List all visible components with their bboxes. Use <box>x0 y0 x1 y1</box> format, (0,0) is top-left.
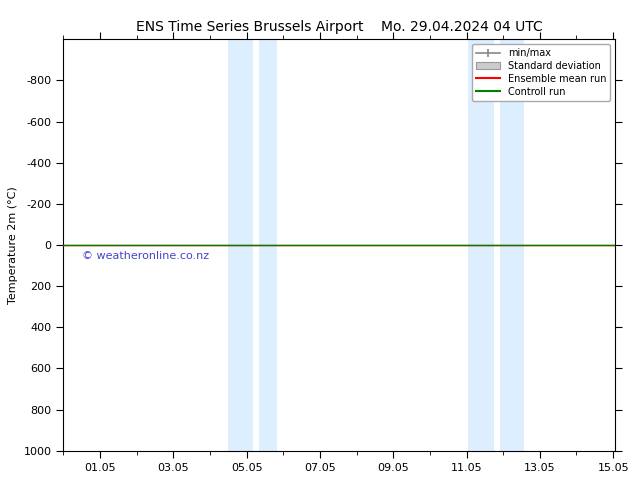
Bar <box>253 39 259 451</box>
Bar <box>500 39 524 451</box>
Legend: min/max, Standard deviation, Ensemble mean run, Controll run: min/max, Standard deviation, Ensemble me… <box>472 44 610 100</box>
Y-axis label: Temperature 2m (°C): Temperature 2m (°C) <box>8 186 18 304</box>
Bar <box>494 39 500 451</box>
Text: © weatheronline.co.nz: © weatheronline.co.nz <box>82 251 209 261</box>
Bar <box>228 39 253 451</box>
Bar <box>259 39 277 451</box>
Bar <box>469 39 494 451</box>
Title: ENS Time Series Brussels Airport    Mo. 29.04.2024 04 UTC: ENS Time Series Brussels Airport Mo. 29.… <box>136 20 543 34</box>
